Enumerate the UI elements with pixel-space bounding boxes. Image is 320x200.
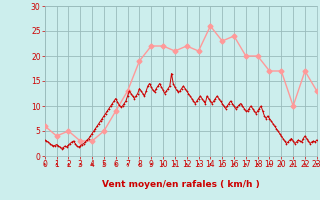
X-axis label: Vent moyen/en rafales ( km/h ): Vent moyen/en rafales ( km/h ) (102, 180, 260, 189)
